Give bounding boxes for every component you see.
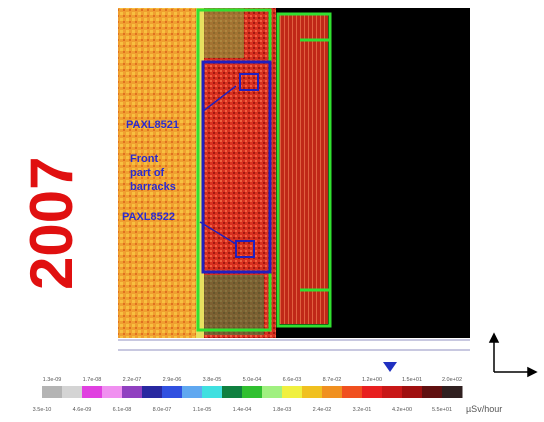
front-label: barracks <box>130 181 176 193</box>
scale-swatch <box>322 386 343 398</box>
axes-icon <box>490 334 536 376</box>
scale-label: 2.4e-02 <box>313 407 332 413</box>
dose-map <box>118 8 470 350</box>
figure: 2007 PAXL8521 Front part of barracks PAX… <box>0 0 544 422</box>
front-label: part of <box>130 167 165 179</box>
scale-swatch <box>42 386 63 398</box>
scale-label: 1.3e-09 <box>43 377 62 383</box>
scale-label: 4.2e+00 <box>392 407 412 413</box>
scale-swatch <box>302 386 323 398</box>
upper-structure <box>204 8 244 58</box>
front-label: Front <box>130 153 158 165</box>
adjacent-building <box>278 14 328 324</box>
scale-swatch <box>122 386 143 398</box>
scale-swatch <box>142 386 163 398</box>
scale-label: 1.1e-05 <box>193 407 212 413</box>
scale-swatch <box>162 386 183 398</box>
scale-swatch <box>102 386 123 398</box>
scale-label: 3.8e-05 <box>203 377 222 383</box>
scale-swatch <box>62 386 83 398</box>
scale-swatch <box>342 386 363 398</box>
scale-label: 5.0e-04 <box>243 377 262 383</box>
scale-swatch <box>362 386 383 398</box>
scale-swatch <box>82 386 103 398</box>
scale-label: 3.5e-10 <box>33 407 52 413</box>
scale-label: 1.4e-04 <box>233 407 252 413</box>
scale-label: 2.2e-07 <box>123 377 142 383</box>
scale-swatch <box>402 386 423 398</box>
scale-swatch <box>422 386 443 398</box>
unit-label: µSv/hour <box>466 404 502 414</box>
scale-label: 8.7e-02 <box>323 377 342 383</box>
sensor-label: PAXL8521 <box>126 119 179 131</box>
scale-label: 2.9e-06 <box>163 377 182 383</box>
scale-swatch <box>222 386 243 398</box>
year-label: 2007 <box>18 157 85 290</box>
scale-label: 1.7e-08 <box>83 377 102 383</box>
color-scale: 1.3e-09 1.7e-08 2.2e-07 2.9e-06 3.8e-05 5.0e-… <box>33 377 463 413</box>
scale-label: 4.6e-09 <box>73 407 92 413</box>
scale-swatch <box>262 386 283 398</box>
scale-swatch <box>182 386 203 398</box>
scale-swatch <box>282 386 303 398</box>
scale-label: 1.5e+01 <box>402 377 422 383</box>
scale-swatch <box>202 386 223 398</box>
scale-swatch <box>242 386 263 398</box>
scale-label: 3.2e-01 <box>353 407 372 413</box>
scale-swatch <box>442 386 463 398</box>
sensor-label: PAXL8522 <box>122 211 175 223</box>
lower-structure <box>204 275 264 335</box>
scale-label: 1.8e-03 <box>273 407 292 413</box>
scale-label: 6.1e-08 <box>113 407 132 413</box>
scale-label: 8.0e-07 <box>153 407 172 413</box>
scale-label: 2.0e+02 <box>442 377 462 383</box>
scale-swatch <box>382 386 403 398</box>
scale-label: 5.5e+01 <box>432 407 452 413</box>
marker <box>383 362 397 372</box>
scale-label: 1.2e+00 <box>362 377 382 383</box>
scale-label: 6.6e-03 <box>283 377 302 383</box>
